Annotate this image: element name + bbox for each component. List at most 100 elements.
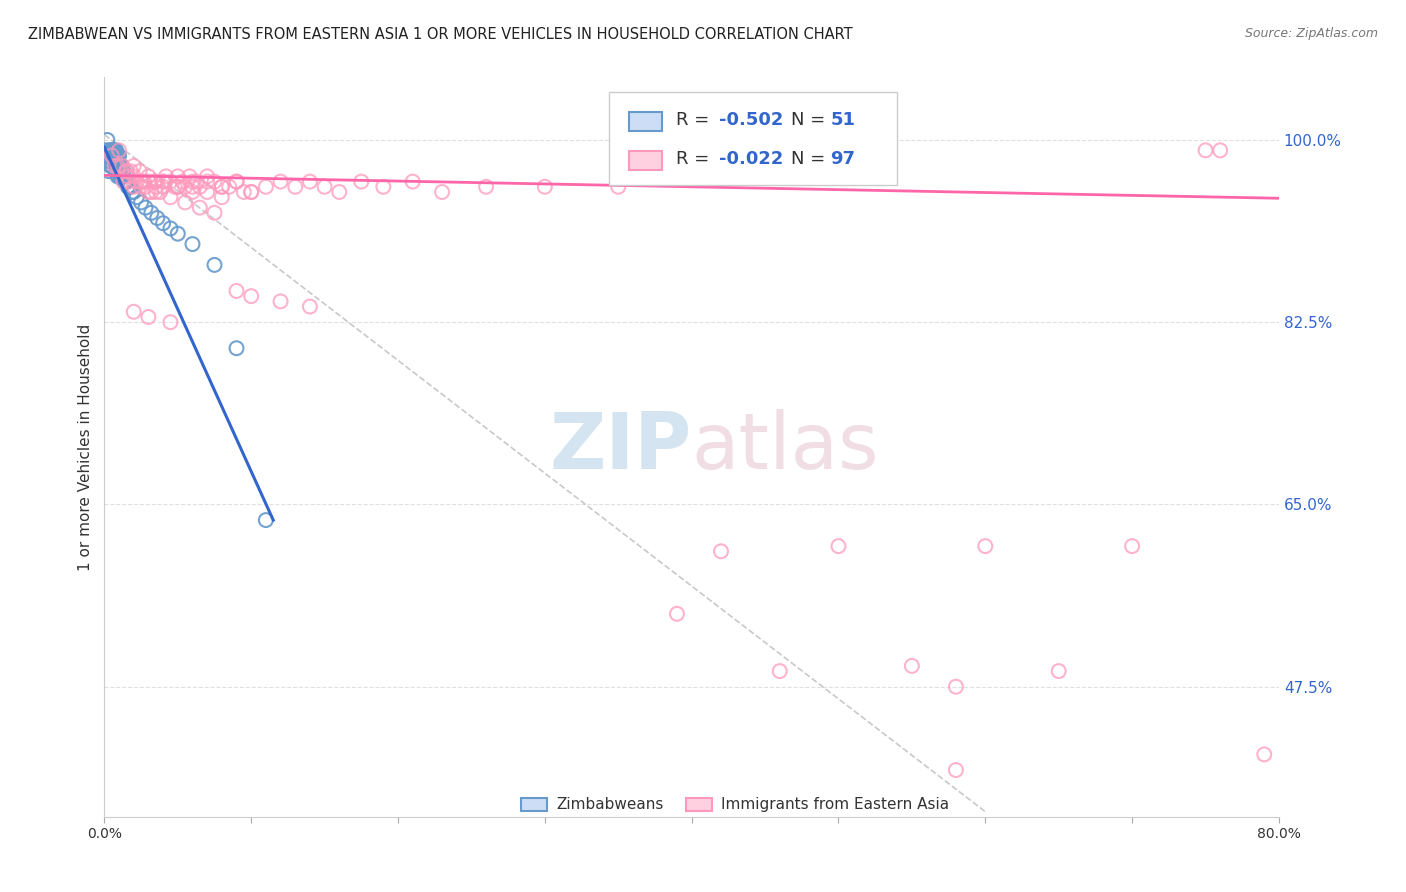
Point bbox=[166, 179, 188, 194]
Point bbox=[195, 175, 218, 189]
Text: 97: 97 bbox=[831, 150, 855, 168]
Point bbox=[298, 300, 321, 314]
Point bbox=[110, 169, 132, 184]
Point bbox=[145, 175, 167, 189]
Point bbox=[100, 148, 122, 162]
Point bbox=[104, 159, 127, 173]
Point bbox=[104, 153, 127, 168]
Point bbox=[125, 190, 148, 204]
FancyBboxPatch shape bbox=[609, 92, 897, 185]
Point bbox=[152, 216, 174, 230]
Text: R =: R = bbox=[676, 111, 716, 128]
Point bbox=[204, 258, 226, 272]
Point bbox=[115, 164, 138, 178]
Point bbox=[138, 175, 160, 189]
Point bbox=[225, 175, 247, 189]
Text: atlas: atlas bbox=[692, 409, 879, 485]
Text: ZIMBABWEAN VS IMMIGRANTS FROM EASTERN ASIA 1 OR MORE VEHICLES IN HOUSEHOLD CORRE: ZIMBABWEAN VS IMMIGRANTS FROM EASTERN AS… bbox=[28, 27, 853, 42]
Point bbox=[115, 164, 138, 178]
Point bbox=[607, 179, 630, 194]
Point bbox=[350, 175, 373, 189]
Point bbox=[98, 144, 121, 158]
Point bbox=[97, 164, 120, 178]
Point bbox=[179, 169, 201, 184]
Y-axis label: 1 or more Vehicles in Household: 1 or more Vehicles in Household bbox=[79, 324, 93, 571]
Point bbox=[110, 159, 132, 173]
Point bbox=[98, 148, 121, 162]
Point bbox=[129, 175, 152, 189]
Point bbox=[122, 185, 145, 199]
Point bbox=[373, 179, 395, 194]
Point bbox=[105, 164, 128, 178]
Text: Immigrants from Eastern Asia: Immigrants from Eastern Asia bbox=[721, 797, 949, 812]
Point bbox=[1194, 144, 1216, 158]
Point bbox=[125, 175, 148, 189]
Point bbox=[475, 179, 498, 194]
Text: -0.022: -0.022 bbox=[718, 150, 783, 168]
Point bbox=[188, 179, 211, 194]
Point bbox=[665, 607, 688, 621]
Point bbox=[138, 169, 160, 184]
Point bbox=[149, 185, 172, 199]
Point bbox=[108, 148, 131, 162]
Point bbox=[945, 680, 967, 694]
FancyBboxPatch shape bbox=[686, 797, 711, 811]
Point bbox=[98, 159, 121, 173]
Point bbox=[129, 179, 152, 194]
Point bbox=[163, 179, 186, 194]
Point bbox=[232, 185, 254, 199]
Point bbox=[107, 159, 129, 173]
Point bbox=[174, 179, 197, 194]
Text: R =: R = bbox=[676, 150, 716, 168]
Point bbox=[97, 144, 120, 158]
Point bbox=[141, 206, 163, 220]
Point bbox=[112, 164, 135, 178]
Point bbox=[120, 179, 142, 194]
Point bbox=[117, 179, 139, 194]
Point bbox=[270, 294, 292, 309]
Point bbox=[240, 185, 263, 199]
Point bbox=[159, 315, 181, 329]
Text: Source: ZipAtlas.com: Source: ZipAtlas.com bbox=[1244, 27, 1378, 40]
Point bbox=[254, 179, 277, 194]
Point bbox=[211, 179, 233, 194]
FancyBboxPatch shape bbox=[630, 151, 662, 169]
Point bbox=[122, 159, 145, 173]
Point bbox=[211, 190, 233, 204]
Point bbox=[181, 175, 204, 189]
Point bbox=[1209, 144, 1232, 158]
Point bbox=[254, 513, 277, 527]
Point bbox=[146, 211, 169, 225]
Point bbox=[159, 221, 181, 235]
Point bbox=[111, 169, 134, 184]
Point bbox=[211, 179, 233, 194]
Point bbox=[115, 175, 138, 189]
Point bbox=[166, 179, 188, 194]
Point bbox=[284, 179, 307, 194]
Point bbox=[107, 148, 129, 162]
Point bbox=[1253, 747, 1275, 762]
Point bbox=[100, 148, 122, 162]
Point bbox=[1047, 664, 1070, 678]
Point bbox=[901, 659, 924, 673]
Point bbox=[1121, 539, 1143, 553]
Point bbox=[100, 144, 122, 158]
Point bbox=[104, 144, 127, 158]
Point bbox=[105, 148, 128, 162]
Point bbox=[141, 185, 163, 199]
Point bbox=[118, 179, 141, 194]
Point bbox=[104, 159, 127, 173]
Point bbox=[122, 305, 145, 319]
Point bbox=[100, 159, 122, 173]
Point bbox=[186, 175, 208, 189]
Point bbox=[134, 179, 156, 194]
Point bbox=[96, 153, 118, 168]
Point bbox=[122, 169, 145, 184]
Point bbox=[328, 185, 350, 199]
Point bbox=[827, 539, 849, 553]
Point bbox=[145, 179, 167, 194]
Point bbox=[108, 169, 131, 184]
Point bbox=[128, 164, 150, 178]
Point bbox=[152, 179, 174, 194]
Point bbox=[105, 144, 128, 158]
